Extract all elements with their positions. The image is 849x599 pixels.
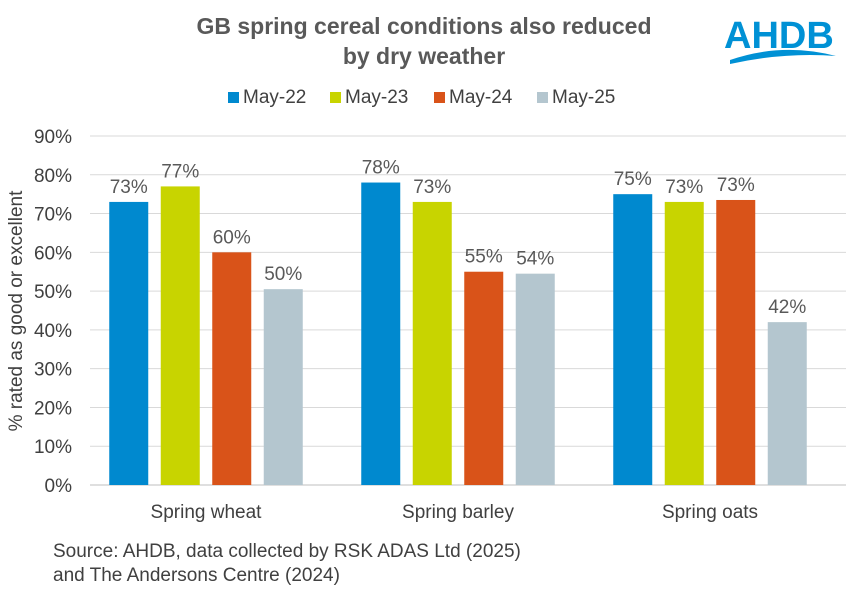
category-label: Spring oats — [662, 502, 758, 523]
bar-may-24 — [212, 252, 252, 485]
y-axis-ticks: 0% 10% 20% 30% 40% 50% 60% 70% 80% 90% — [34, 127, 72, 497]
y-tick-label: 20% — [34, 398, 72, 419]
legend-swatch — [434, 92, 445, 103]
data-label: 73% — [413, 177, 451, 198]
bar-may-23 — [664, 201, 704, 485]
bar-may-25 — [515, 273, 555, 485]
chart-title-line-2: by dry weather — [343, 43, 505, 69]
y-tick-label: 60% — [34, 243, 72, 264]
bars — [109, 182, 807, 486]
ahdb-logo: AHDB — [724, 15, 836, 64]
legend-label: May-22 — [243, 87, 306, 108]
data-label: 78% — [362, 158, 400, 179]
x-axis-categories: Spring wheat Spring barley Spring oats — [151, 502, 759, 523]
data-label: 50% — [264, 264, 302, 285]
data-labels: 73% 77% 60% 50% 78% 73% 55% 54% 75% 73% 73% 42% — [110, 158, 807, 319]
category-label: Spring wheat — [151, 502, 263, 523]
y-tick-label: 50% — [34, 282, 72, 303]
data-label: 55% — [465, 247, 503, 268]
chart-legend: May-22 May-23 May-24 May-25 — [228, 87, 615, 108]
data-label: 73% — [717, 175, 755, 196]
legend-label: May-25 — [552, 87, 615, 108]
data-label: 77% — [161, 161, 199, 182]
y-tick-label: 90% — [34, 127, 72, 148]
data-label: 75% — [614, 169, 652, 190]
source-line-2: and The Andersons Centre (2024) — [53, 565, 340, 586]
data-label: 73% — [110, 177, 148, 198]
y-tick-label: 70% — [34, 205, 72, 226]
bar-may-22 — [613, 194, 653, 485]
data-label: 54% — [516, 249, 554, 270]
logo-text: AHDB — [724, 15, 834, 57]
bar-may-24 — [716, 199, 756, 485]
bar-may-23 — [160, 186, 200, 485]
source-line-1: Source: AHDB, data collected by RSK ADAS… — [53, 541, 521, 562]
y-axis-label: % rated as good or excellent — [6, 190, 27, 432]
bar-may-23 — [412, 201, 452, 485]
bar-may-25 — [767, 322, 807, 485]
data-label: 60% — [213, 227, 251, 248]
data-label: 42% — [768, 297, 806, 318]
bar-may-22 — [361, 182, 401, 486]
legend-label: May-24 — [449, 87, 513, 108]
legend-swatch — [228, 92, 239, 103]
data-label: 73% — [665, 177, 703, 198]
y-tick-label: 30% — [34, 360, 72, 381]
chart-title-line-1: GB spring cereal conditions also reduced — [196, 13, 651, 39]
y-tick-label: 80% — [34, 166, 72, 187]
bar-may-24 — [464, 271, 504, 485]
bar-may-22 — [109, 201, 149, 485]
logo-swoosh-icon — [730, 49, 836, 64]
y-tick-label: 0% — [45, 476, 73, 497]
legend-swatch — [537, 92, 548, 103]
legend-swatch — [330, 92, 341, 103]
bar-may-25 — [263, 289, 303, 485]
y-tick-label: 40% — [34, 321, 72, 342]
legend-label: May-23 — [345, 87, 408, 108]
category-label: Spring barley — [402, 502, 514, 523]
source-note: Source: AHDB, data collected by RSK ADAS… — [53, 540, 521, 588]
y-tick-label: 10% — [34, 437, 72, 458]
bar-chart: GB spring cereal conditions also reduced… — [6, 13, 846, 523]
